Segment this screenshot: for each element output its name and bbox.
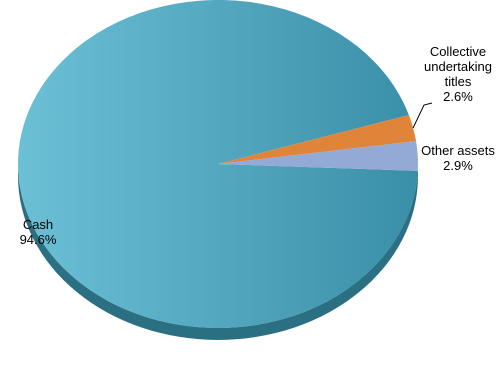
slice-label-cash: Cash 94.6% (20, 217, 57, 247)
pie-slice-collective-undertaking-titles (218, 115, 417, 164)
pie-slice-other-assets (218, 141, 418, 171)
slice-labels: Cash 94.6% Collective undertaking titles 2.6%… (20, 44, 496, 247)
pie-slice-cash (18, 0, 418, 328)
slice-label-other-assets: Other assets 2.9% (421, 143, 495, 173)
pie-slices (18, 0, 418, 328)
slice-label-collective-undertaking-titles: Collective undertaking titles 2.6% (424, 44, 492, 104)
leader-line-collective-undertaking-titles (412, 102, 433, 129)
leader-lines (412, 102, 433, 129)
